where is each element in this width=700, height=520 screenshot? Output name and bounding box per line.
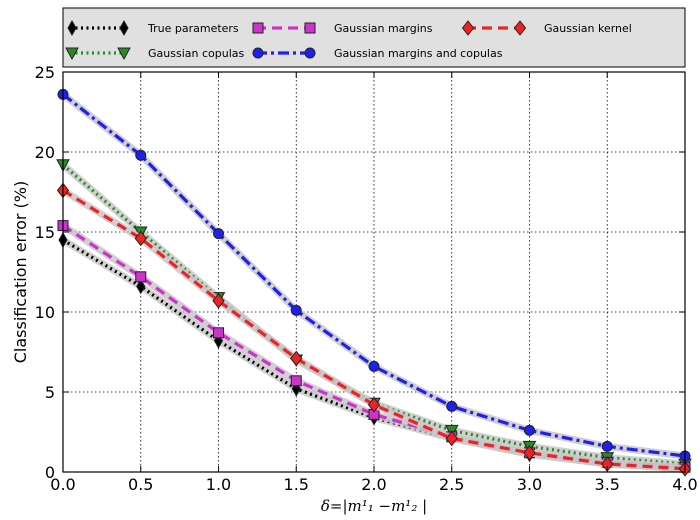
data-point: [135, 149, 147, 161]
legend-marker: [461, 20, 475, 36]
legend-marker: [119, 19, 129, 37]
data-point: [524, 424, 535, 436]
y-tick-label: 25: [35, 63, 55, 82]
data-point: [213, 327, 224, 339]
series-line: [62, 93, 686, 458]
legend-entry-3: Gaussian margins and copulas: [252, 47, 503, 60]
data-point: [601, 440, 613, 452]
data-point: [213, 228, 224, 240]
legend-marker: [304, 22, 316, 34]
x-tick-label: 3.0: [517, 475, 542, 494]
data-point: [290, 375, 302, 387]
data-point: [134, 230, 147, 247]
legend-marker: [304, 47, 316, 59]
series-line: [62, 189, 686, 471]
legend-marker: [67, 19, 77, 37]
data-point: [135, 271, 147, 283]
legend-marker: [65, 47, 79, 61]
data-point: [290, 350, 303, 367]
y-tick-label: 20: [35, 143, 55, 162]
legend-entry-2: Gaussian margins: [252, 22, 433, 35]
y-tick-label: 5: [45, 383, 55, 402]
series-halo: [59, 236, 689, 473]
x-tick-label: 2.0: [361, 475, 386, 494]
legend-entry-1: Gaussian copulas: [65, 47, 244, 61]
legend-label: Gaussian margins and copulas: [334, 47, 503, 60]
legend-box: [62, 7, 686, 68]
x-tick-label: 1.0: [206, 475, 231, 494]
legend-marker: [513, 20, 527, 36]
y-axis-label: Classification error (%): [11, 181, 30, 363]
data-point: [212, 292, 225, 309]
y-tick-label: 0: [45, 463, 55, 482]
x-tick-label: 4.0: [672, 475, 697, 494]
data-point: [368, 360, 380, 372]
x-axis-label: δ=|m¹₁ −m¹₂ |: [321, 497, 427, 515]
legend-label: Gaussian margins: [334, 22, 433, 35]
legend-marker: [117, 47, 131, 61]
data-point: [290, 304, 302, 316]
series-line: [62, 238, 686, 471]
data-point: [523, 444, 536, 461]
series-halo: [59, 222, 689, 471]
series-layer: [56, 88, 692, 477]
data-point: [445, 430, 458, 447]
legend-entry-0: True parameters: [67, 19, 239, 37]
x-tick-label: 3.5: [595, 475, 620, 494]
legend: True parameters Gaussian copulas Gaussian …: [62, 7, 686, 68]
y-tick-label: 10: [35, 303, 55, 322]
series-line: [62, 224, 686, 469]
series-3: [57, 88, 691, 462]
y-tick-label: 15: [35, 223, 55, 242]
data-point: [446, 400, 458, 412]
data-point: [367, 396, 381, 413]
legend-label: Gaussian kernel: [544, 22, 632, 35]
legend-entry-4: Gaussian kernel: [461, 20, 632, 36]
x-tick-label: 0.5: [128, 475, 153, 494]
x-tick-label: 2.5: [439, 475, 464, 494]
legend-label: True parameters: [147, 22, 239, 35]
legend-marker: [252, 47, 264, 59]
x-tick-label: 1.5: [284, 475, 309, 494]
legend-marker: [252, 22, 264, 34]
series-4: [56, 182, 692, 477]
ticks: 0.0 0.5 1.0 1.5 2.0 2.5 3.0 3.5 4.0 0 5 10 15 20 25: [35, 63, 698, 494]
data-point: [136, 278, 146, 295]
legend-label: Gaussian copulas: [148, 47, 244, 60]
x-tick-label: 0.0: [50, 475, 75, 494]
series-2: [57, 220, 691, 473]
